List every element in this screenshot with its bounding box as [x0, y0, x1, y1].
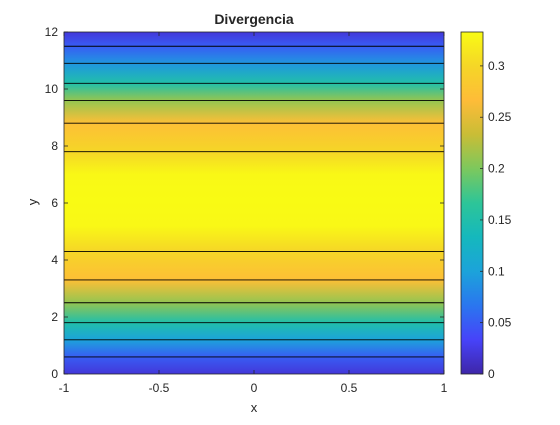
- colorbar-gradient: [461, 32, 483, 374]
- x-axis-label: x: [251, 400, 258, 415]
- colorbar-tick-label: 0.05: [488, 316, 512, 330]
- colorbar-tick-label: 0.15: [488, 213, 512, 227]
- colorbar-tick-label: 0.1: [488, 264, 505, 278]
- y-tick-label: 4: [51, 253, 58, 267]
- y-axis: 0 2 4 6 8 10 12: [45, 25, 444, 381]
- heatmap-field: [64, 32, 444, 374]
- colorbar-tick-label: 0.2: [488, 162, 505, 176]
- y-axis-label: y: [25, 198, 40, 205]
- x-tick-label: 1: [441, 381, 448, 395]
- y-tick-label: 2: [51, 310, 58, 324]
- y-tick-label: 8: [51, 139, 58, 153]
- x-tick-label: -1: [59, 381, 70, 395]
- colorbar: 0 0.05 0.1 0.15 0.2 0.25 0.3: [460, 31, 512, 381]
- y-tick-label: 6: [51, 196, 58, 210]
- plot-area: [63, 31, 445, 375]
- colorbar-frame: [460, 31, 484, 375]
- x-axis: -1 -0.5 0 0.5 1: [59, 32, 448, 395]
- x-tick-label: 0.5: [341, 381, 358, 395]
- chart-title: Divergencia: [214, 11, 294, 27]
- x-tick-label: 0: [251, 381, 258, 395]
- y-tick-label: 12: [45, 25, 59, 39]
- y-tick-label: 0: [51, 367, 58, 381]
- colorbar-tick-label: 0: [488, 367, 495, 381]
- x-tick-label: -0.5: [149, 381, 170, 395]
- y-tick-label: 10: [45, 82, 59, 96]
- colorbar-tick-label: 0.3: [488, 59, 505, 73]
- colorbar-tick-label: 0.25: [488, 110, 512, 124]
